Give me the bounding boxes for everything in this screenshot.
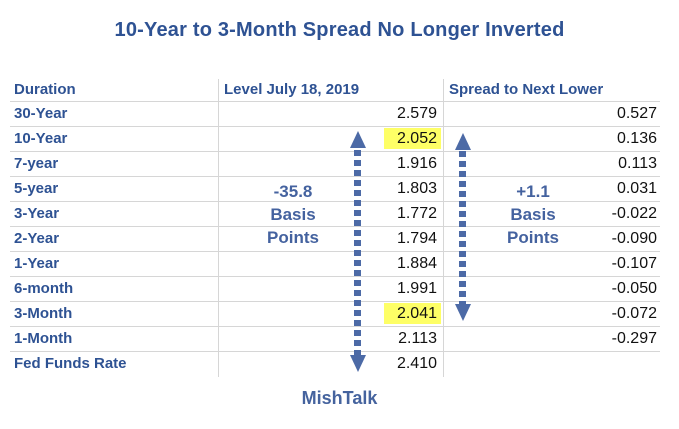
level-value: 2.410	[396, 355, 437, 372]
table-row: 10-Year 2.052 0.136	[10, 127, 660, 152]
level-value: 1.794	[396, 230, 437, 247]
level-value: 1.916	[396, 155, 437, 172]
level-value: 1.991	[396, 280, 437, 297]
duration-cell: 3-Month	[14, 305, 73, 322]
level-cell: 2.041	[218, 302, 443, 326]
annotation-line: Basis	[510, 205, 556, 224]
annotation-line: Basis	[270, 205, 316, 224]
col-header-level: Level July 18, 2019	[224, 81, 360, 98]
table-row: 5-year 1.803 0.031	[10, 177, 660, 202]
duration-cell: 10-Year	[14, 130, 68, 147]
table-header-row: Duration Level July 18, 2019 Spread to N…	[10, 79, 660, 102]
level-value-highlighted: 2.052	[383, 128, 441, 149]
table-row: 7-year 1.916 0.113	[10, 152, 660, 177]
annotation-line: -35.8	[273, 182, 313, 201]
duration-cell: 2-Year	[14, 230, 60, 247]
level-cell: 1.794	[218, 227, 443, 251]
level-value: 1.884	[396, 255, 437, 272]
spread-cell: -0.072	[611, 305, 657, 322]
duration-cell: 5-year	[14, 180, 59, 197]
duration-cell: 6-month	[14, 280, 74, 297]
duration-cell: 1-Month	[14, 330, 73, 347]
yield-table: Duration Level July 18, 2019 Spread to N…	[10, 79, 660, 376]
table-row: 1-Month 2.113 -0.297	[10, 327, 660, 352]
level-value: 2.579	[396, 105, 437, 122]
spread-cell	[443, 352, 660, 376]
level-cell: 2.410	[218, 352, 443, 376]
table-row: 30-Year 2.579 0.527	[10, 102, 660, 127]
duration-cell: 7-year	[14, 155, 59, 172]
table-row: 2-Year 1.794 -0.090	[10, 227, 660, 252]
annotation-level-spread: -35.8 Basis Points	[220, 180, 366, 249]
spread-cell: 0.136	[616, 130, 657, 147]
spread-cell: -0.090	[611, 230, 657, 247]
duration-cell: 30-Year	[14, 105, 68, 122]
col-header-spread: Spread to Next Lower	[449, 81, 604, 98]
level-value: 1.803	[396, 180, 437, 197]
level-cell: 2.113	[218, 327, 443, 351]
level-cell: 1.991	[218, 277, 443, 301]
column-divider	[443, 79, 444, 377]
duration-cell: Fed Funds Rate	[14, 355, 127, 372]
spread-cell: -0.297	[611, 330, 657, 347]
level-cell: 2.579	[218, 102, 443, 126]
level-cell: 1.772	[218, 202, 443, 226]
duration-cell: 3-Year	[14, 205, 60, 222]
level-cell: 1.803	[218, 177, 443, 201]
spread-cell: -0.050	[611, 280, 657, 297]
table-row: Fed Funds Rate 2.410	[10, 352, 660, 376]
col-header-duration: Duration	[14, 81, 76, 98]
dashed-arrow-stem	[459, 151, 466, 304]
source-watermark: MishTalk	[301, 388, 378, 408]
annotation-spread-change: +1.1 Basis Points	[470, 180, 596, 249]
spread-cell: -0.022	[611, 205, 657, 222]
table-row: 3-Month 2.041 -0.072	[10, 302, 660, 327]
column-divider	[218, 79, 219, 377]
level-cell: 1.916	[218, 152, 443, 176]
spread-cell: 0.527	[616, 105, 657, 122]
spread-cell: -0.107	[611, 255, 657, 272]
arrow-up-icon	[350, 131, 366, 148]
arrow-down-icon	[455, 304, 471, 321]
duration-cell: 1-Year	[14, 255, 60, 272]
annotation-line: Points	[267, 228, 319, 247]
level-value: 1.772	[396, 205, 437, 222]
arrow-down-icon	[350, 355, 366, 372]
level-cell: 2.052	[218, 127, 443, 151]
spread-cell: 0.113	[618, 155, 657, 172]
annotation-line: Points	[507, 228, 559, 247]
table-row: 3-Year 1.772 -0.022	[10, 202, 660, 227]
level-value-highlighted: 2.041	[383, 303, 441, 324]
level-cell: 1.884	[218, 252, 443, 276]
table-row: 1-Year 1.884 -0.107	[10, 252, 660, 277]
chart-title: 10-Year to 3-Month Spread No Longer Inve…	[114, 19, 565, 41]
table-row: 6-month 1.991 -0.050	[10, 277, 660, 302]
level-value: 2.113	[398, 330, 437, 347]
dashed-arrow-stem	[354, 150, 361, 355]
spread-cell: 0.031	[616, 180, 657, 197]
annotation-line: +1.1	[516, 182, 550, 201]
arrow-up-icon	[455, 133, 471, 150]
